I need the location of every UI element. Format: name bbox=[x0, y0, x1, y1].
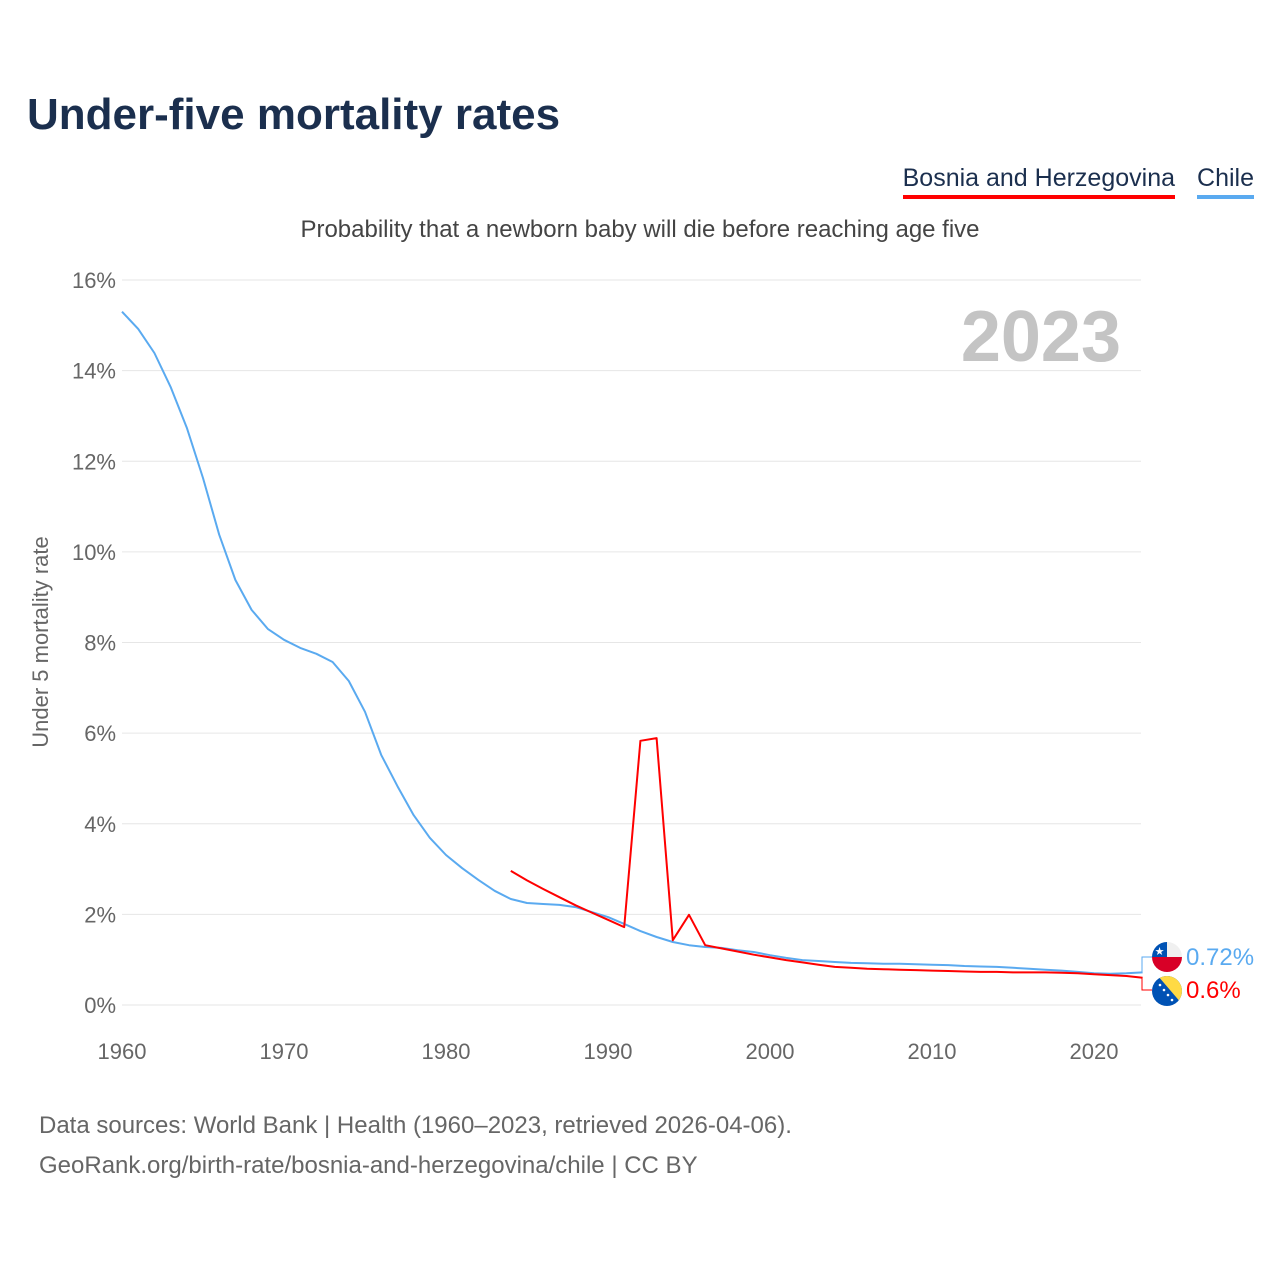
chile-flag-icon: ★ bbox=[1152, 942, 1182, 1006]
x-tick-label: 2000 bbox=[746, 1039, 795, 1064]
y-tick-label: 4% bbox=[84, 812, 116, 837]
x-tick-label: 1960 bbox=[98, 1039, 147, 1064]
series-line-bosnia-and-herzegovina bbox=[510, 737, 1143, 979]
x-tick-label: 2020 bbox=[1070, 1039, 1119, 1064]
legend-item-chile[interactable]: Chile bbox=[1197, 164, 1254, 199]
legend: Bosnia and Herzegovina Chile bbox=[902, 164, 1254, 199]
y-tick-label: 8% bbox=[84, 631, 116, 656]
x-tick-label: 1970 bbox=[260, 1039, 309, 1064]
y-tick-label: 14% bbox=[72, 359, 116, 384]
y-tick-label: 6% bbox=[84, 721, 116, 746]
x-tick-label: 2010 bbox=[908, 1039, 957, 1064]
chile-end-label: 0.72% bbox=[1186, 944, 1254, 971]
y-axis-label: Under 5 mortality rate bbox=[28, 536, 53, 748]
year-label: 2023 bbox=[961, 297, 1121, 377]
data-source: Data sources: World Bank | Health (1960–… bbox=[39, 1106, 792, 1186]
chart-title: Under-five mortality rates bbox=[27, 90, 561, 139]
source-line-2: GeoRank.org/birth-rate/bosnia-and-herzeg… bbox=[39, 1152, 698, 1179]
y-tick-label: 12% bbox=[72, 449, 116, 474]
label-connector bbox=[1141, 956, 1152, 973]
y-tick-label: 2% bbox=[84, 902, 116, 927]
legend-item-bosnia[interactable]: Bosnia and Herzegovina bbox=[902, 164, 1176, 199]
y-tick-label: 16% bbox=[72, 268, 116, 293]
x-tick-label: 1980 bbox=[422, 1039, 471, 1064]
series-line-chile bbox=[121, 311, 1143, 975]
x-tick-label: 1990 bbox=[584, 1039, 633, 1064]
svg-text:★: ★ bbox=[1155, 946, 1165, 958]
chart-subtitle: Probability that a newborn baby will die… bbox=[300, 216, 980, 243]
bosnia-end-label: 0.6% bbox=[1186, 977, 1241, 1004]
y-tick-label: 10% bbox=[72, 540, 116, 565]
source-line-1: Data sources: World Bank | Health (1960–… bbox=[39, 1112, 792, 1139]
label-connector bbox=[1141, 977, 1152, 991]
y-tick-label: 0% bbox=[84, 993, 116, 1018]
